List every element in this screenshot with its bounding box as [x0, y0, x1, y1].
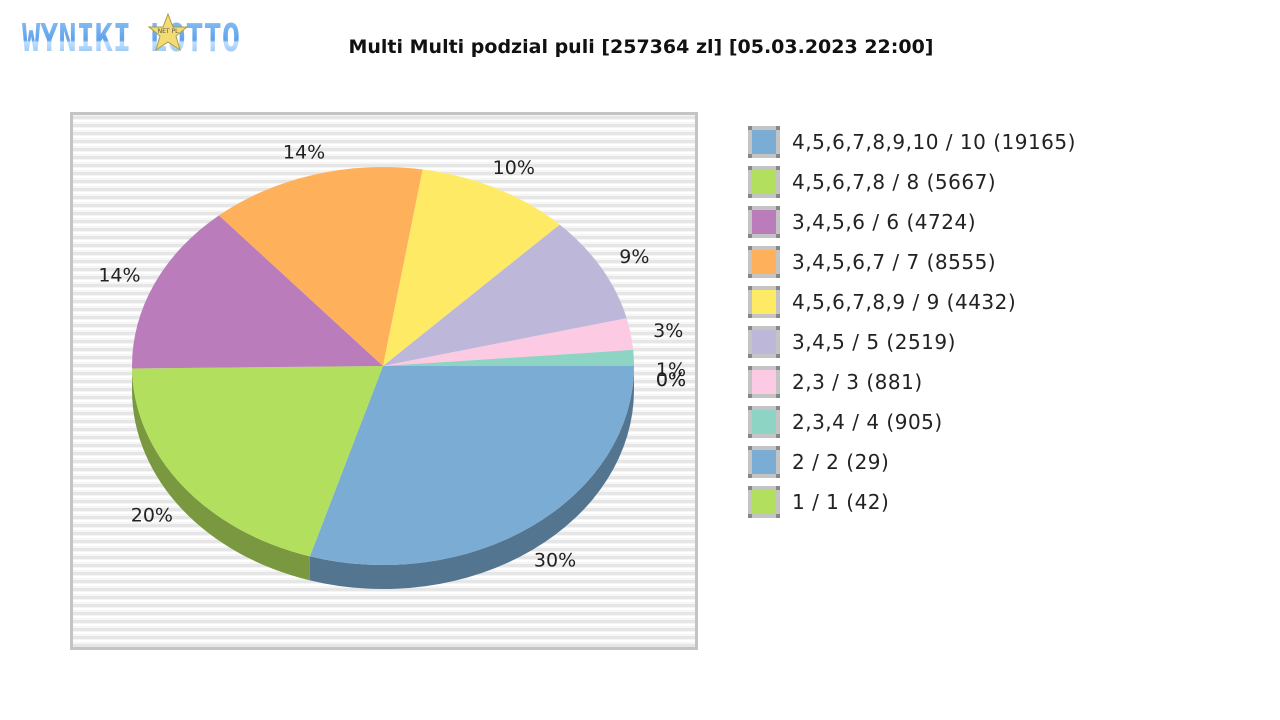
pie-slice — [383, 224, 627, 366]
legend-swatch — [748, 486, 780, 518]
legend-swatch — [748, 126, 780, 158]
legend-item: 4,5,6,7,8 / 8 (5667) — [748, 162, 1076, 202]
legend-label: 2,3,4 / 4 (905) — [792, 410, 943, 434]
slice-percent-label: 14% — [283, 141, 325, 163]
pie-slice — [132, 366, 383, 557]
pie-slice — [383, 349, 634, 366]
legend-label: 1 / 1 (42) — [792, 490, 890, 514]
legend-label: 4,5,6,7,8,9,10 / 10 (19165) — [792, 130, 1076, 154]
slice-percent-label: 0% — [656, 369, 686, 391]
pie-labels: 30%20%14%14%10%9%3%1%0%0% — [98, 141, 686, 571]
slice-percent-label: 10% — [493, 157, 535, 179]
legend-label: 3,4,5,6,7 / 7 (8555) — [792, 250, 997, 274]
legend-swatch — [748, 446, 780, 478]
legend-label: 3,4,5 / 5 (2519) — [792, 330, 956, 354]
legend-item: 2,3 / 3 (881) — [748, 362, 1076, 402]
legend-label: 2,3 / 3 (881) — [792, 370, 923, 394]
pie-slice — [383, 169, 560, 366]
legend-swatch — [748, 406, 780, 438]
pie-slice — [383, 318, 634, 366]
pie-plot-area: 30%20%14%14%10%9%3%1%0%0% — [70, 112, 698, 650]
slice-percent-label: 0% — [656, 369, 686, 391]
pie-slice — [309, 366, 634, 565]
slice-percent-label: 1% — [656, 359, 686, 381]
legend-item: 4,5,6,7,8,9 / 9 (4432) — [748, 282, 1076, 322]
legend-swatch — [748, 326, 780, 358]
legend: 4,5,6,7,8,9,10 / 10 (19165) 4,5,6,7,8 / 8… — [748, 122, 1076, 522]
slice-percent-label: 30% — [534, 550, 576, 572]
legend-label: 4,5,6,7,8 / 8 (5667) — [792, 170, 997, 194]
legend-swatch — [748, 206, 780, 238]
legend-item: 4,5,6,7,8,9,10 / 10 (19165) — [748, 122, 1076, 162]
star-icon — [147, 12, 189, 52]
pie-slice — [132, 215, 383, 369]
legend-label: 3,4,5,6 / 6 (4724) — [792, 210, 977, 234]
slice-percent-label: 20% — [131, 504, 173, 526]
svg-text:WYNIKI LOTTO: WYNIKI LOTTO — [22, 16, 240, 58]
pie-chart — [132, 167, 634, 589]
legend-swatch — [748, 286, 780, 318]
chart-title: Multi Multi podzial puli [257364 zl] [05… — [348, 36, 934, 58]
legend-item: 3,4,5,6,7 / 7 (8555) — [748, 242, 1076, 282]
legend-swatch — [748, 366, 780, 398]
svg-text:NET PL: NET PL — [158, 28, 179, 35]
legend-item: 3,4,5 / 5 (2519) — [748, 322, 1076, 362]
pie-slice — [218, 167, 423, 366]
slice-percent-label: 3% — [653, 320, 683, 342]
slice-percent-label: 14% — [98, 264, 140, 286]
slice-percent-label: 9% — [619, 246, 649, 268]
legend-item: 2 / 2 (29) — [748, 442, 1076, 482]
legend-label: 4,5,6,7,8,9 / 9 (4432) — [792, 290, 1017, 314]
legend-item: 2,3,4 / 4 (905) — [748, 402, 1076, 442]
legend-item: 1 / 1 (42) — [748, 482, 1076, 522]
legend-label: 2 / 2 (29) — [792, 450, 890, 474]
legend-swatch — [748, 246, 780, 278]
legend-item: 3,4,5,6 / 6 (4724) — [748, 202, 1076, 242]
wyniki-lotto-logo: WYNIKI LOTTO NET PL — [22, 12, 240, 58]
legend-swatch — [748, 166, 780, 198]
